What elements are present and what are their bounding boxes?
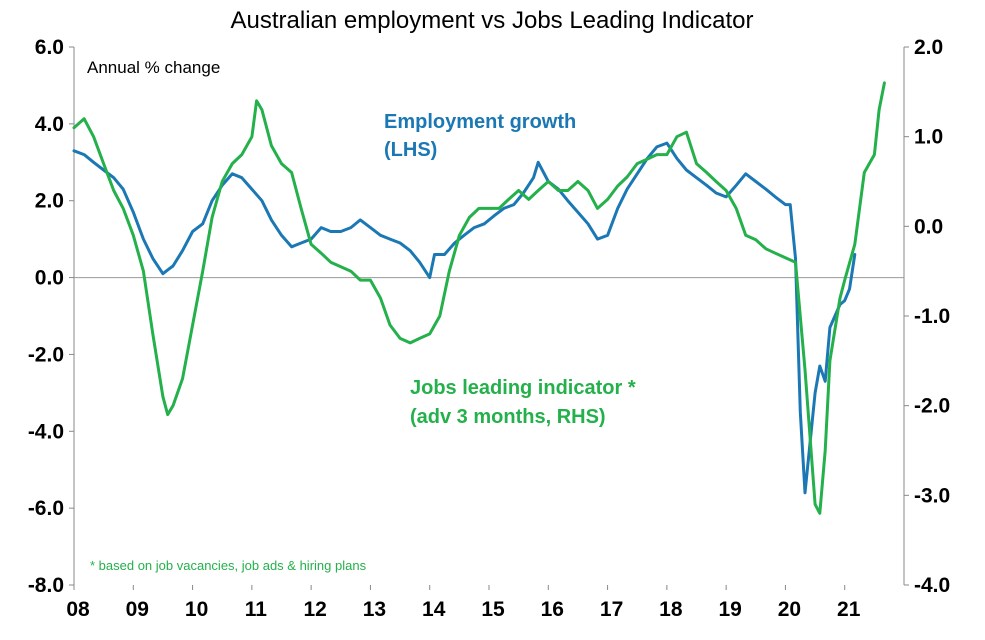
x-tick-label: 16 bbox=[541, 598, 564, 621]
jobs-indicator-line bbox=[72, 81, 886, 515]
chart-title: Australian employment vs Jobs Leading In… bbox=[231, 7, 754, 34]
jobs-annotation-line2: (adv 3 months, RHS) bbox=[410, 406, 606, 428]
right-tick-label: 1.0 bbox=[914, 126, 943, 149]
left-tick-label: 4.0 bbox=[35, 113, 64, 136]
x-tick-label: 17 bbox=[600, 598, 623, 621]
x-tick-label: 11 bbox=[245, 598, 268, 621]
right-axis-ticks: 2.0 1.0 0.0 -1.0 -2.0 -3.0 -4.0 bbox=[904, 36, 950, 597]
left-tick-label: -8.0 bbox=[28, 574, 64, 597]
left-tick-label: 0.0 bbox=[35, 267, 64, 290]
x-axis-ticks: 08 09 10 11 12 13 14 15 16 17 18 19 20 21 bbox=[66, 585, 861, 621]
x-tick-label: 21 bbox=[837, 598, 861, 621]
left-axis-ticks: 6.0 4.0 2.0 0.0 -2.0 -4.0 -6.0 -8.0 bbox=[28, 36, 74, 597]
right-tick-label: -4.0 bbox=[914, 574, 950, 597]
x-tick-label: 09 bbox=[126, 598, 149, 621]
right-tick-label: 0.0 bbox=[914, 215, 943, 238]
x-tick-label: 14 bbox=[422, 598, 446, 621]
employment-annotation-line2: (LHS) bbox=[384, 139, 437, 161]
x-tick-label: 20 bbox=[778, 598, 801, 621]
footnote: * based on job vacancies, job ads & hiri… bbox=[90, 558, 367, 573]
left-tick-label: 2.0 bbox=[35, 190, 64, 213]
x-tick-label: 19 bbox=[718, 598, 741, 621]
right-tick-label: -3.0 bbox=[914, 484, 950, 507]
series-layer bbox=[72, 81, 886, 515]
left-tick-label: 6.0 bbox=[35, 36, 64, 59]
left-tick-label: -4.0 bbox=[28, 420, 64, 443]
left-tick-label: -6.0 bbox=[28, 497, 64, 520]
x-tick-label: 08 bbox=[66, 598, 90, 621]
right-tick-label: 2.0 bbox=[914, 36, 943, 59]
x-tick-label: 18 bbox=[659, 598, 683, 621]
employment-annotation-line1: Employment growth bbox=[384, 111, 576, 133]
left-tick-label: -2.0 bbox=[28, 343, 64, 366]
units-label: Annual % change bbox=[87, 58, 220, 77]
right-tick-label: -1.0 bbox=[914, 305, 950, 328]
x-tick-label: 12 bbox=[303, 598, 326, 621]
right-tick-label: -2.0 bbox=[914, 395, 950, 418]
employment-growth-line bbox=[72, 141, 857, 495]
jobs-annotation-line1: Jobs leading indicator * bbox=[410, 377, 636, 399]
x-tick-label: 13 bbox=[363, 598, 386, 621]
x-tick-label: 10 bbox=[185, 598, 208, 621]
x-tick-label: 15 bbox=[481, 598, 505, 621]
